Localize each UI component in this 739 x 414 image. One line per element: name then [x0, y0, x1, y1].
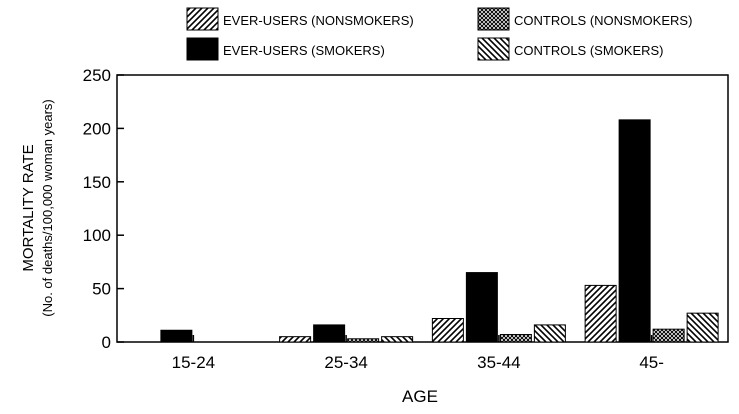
x-axis: 15-24 25-34 35-44 45- — [172, 335, 664, 372]
x-tick-label: 15-24 — [172, 353, 215, 372]
legend-swatch — [186, 7, 219, 31]
bar-solid-black-35-44 — [465, 272, 498, 343]
plot-area-border — [116, 74, 729, 343]
legend-label: EVER-USERS (SMOKERS) — [223, 43, 385, 58]
y-axis-subtitle-group: (No. of deaths/100,000 woman years) — [40, 99, 55, 317]
legend-swatch — [477, 37, 510, 61]
y-axis-title: MORTALITY RATE — [20, 144, 37, 271]
bar-diagonal-hatch-25-34 — [279, 336, 312, 343]
x-axis-title: AGE — [402, 387, 438, 406]
legend-swatch — [186, 37, 219, 61]
bar-solid-black-45- — [618, 119, 651, 343]
bar-reverse-diagonal-hatch-45- — [686, 312, 719, 343]
bar-crosshatch-35-44 — [499, 334, 532, 343]
x-tick-label: 25-34 — [324, 353, 367, 372]
legend: EVER-USERS (NONSMOKERS) CONTROLS (NONSMOK… — [186, 7, 692, 61]
bar-solid-black-25-34 — [313, 324, 346, 343]
bar-crosshatch-45- — [652, 328, 685, 343]
y-tick-label: 200 — [83, 119, 111, 138]
legend-label: CONTROLS (SMOKERS) — [514, 43, 664, 58]
bar-solid-black-15-24 — [160, 329, 193, 343]
legend-swatch — [477, 7, 510, 31]
y-axis: 0 50 100 150 200 250 — [83, 66, 124, 352]
y-tick-label: 100 — [83, 226, 111, 245]
y-tick-label: 50 — [92, 280, 111, 299]
y-axis-title-group: MORTALITY RATE — [20, 144, 37, 271]
y-tick-label: 0 — [102, 333, 111, 352]
y-tick-label: 250 — [83, 66, 111, 85]
y-axis-subtitle: (No. of deaths/100,000 woman years) — [40, 99, 55, 317]
bar-diagonal-hatch-45- — [584, 284, 617, 343]
plot-frame — [116, 74, 729, 343]
bar-diagonal-hatch-35-44 — [431, 318, 464, 343]
bar-crosshatch-25-34 — [347, 338, 380, 343]
bars — [160, 119, 719, 343]
x-tick-label: 35-44 — [477, 353, 520, 372]
bar-reverse-diagonal-hatch-35-44 — [533, 324, 566, 343]
x-tick-label: 45- — [639, 353, 664, 372]
legend-label: CONTROLS (NONSMOKERS) — [514, 13, 692, 28]
legend-label: EVER-USERS (NONSMOKERS) — [223, 13, 414, 28]
y-tick-label: 150 — [83, 173, 111, 192]
bar-reverse-diagonal-hatch-25-34 — [381, 336, 414, 343]
